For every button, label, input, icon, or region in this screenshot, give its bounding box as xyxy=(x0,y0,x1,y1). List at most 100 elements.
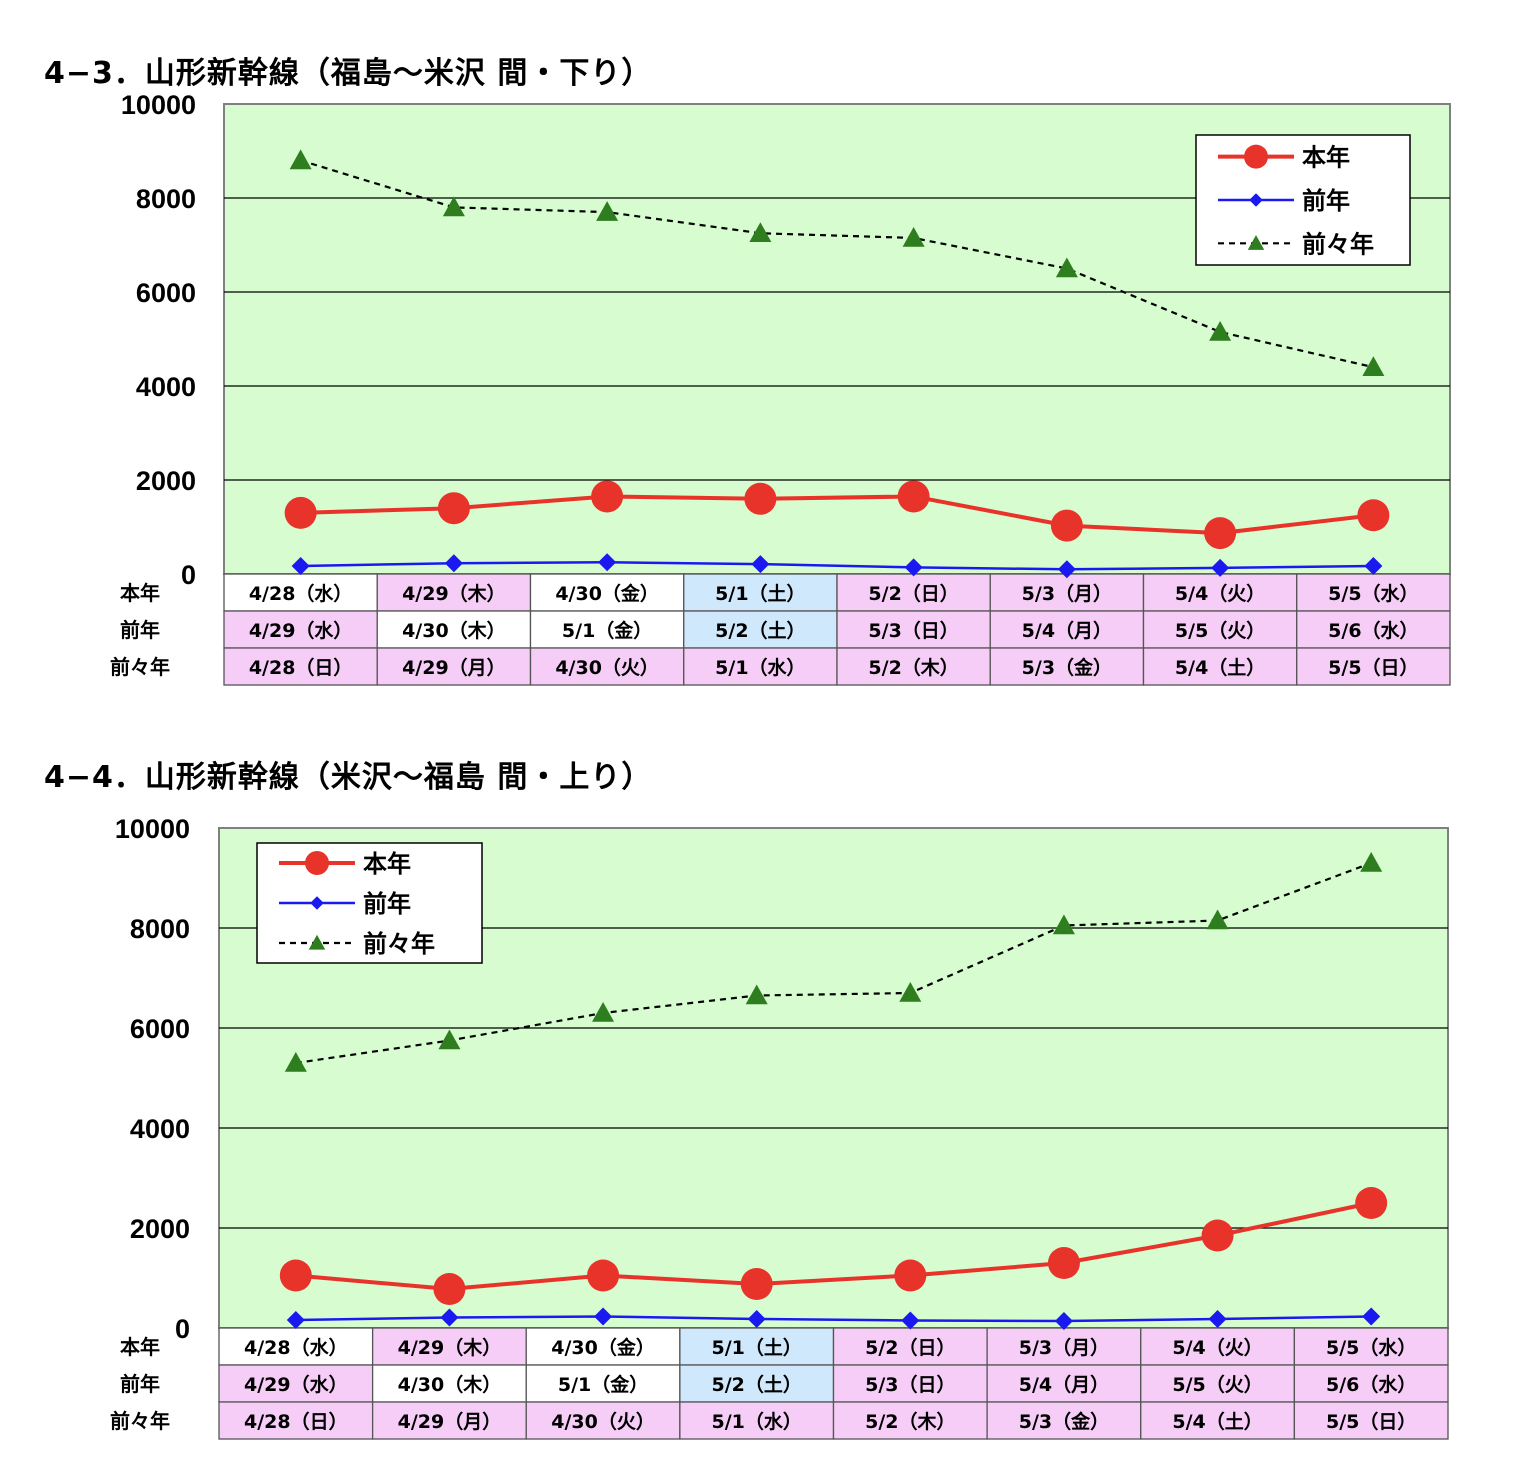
table-cell-text: 5/1（金） xyxy=(558,1373,648,1396)
y-tick-label: 2000 xyxy=(136,466,196,496)
point-last-year xyxy=(291,557,310,576)
series-line xyxy=(295,861,1372,1065)
point-two-years-ago xyxy=(1360,852,1383,872)
point-last-year xyxy=(310,896,324,910)
series-line xyxy=(300,560,1374,571)
legend-label: 本年 xyxy=(363,850,411,878)
table-cell xyxy=(679,1364,835,1403)
series-line xyxy=(300,494,1374,536)
table-cell-text: 4/30（金） xyxy=(551,1336,655,1359)
y-tick-label: 4000 xyxy=(130,1114,190,1144)
table-cell-text: 4/29（月） xyxy=(398,1410,502,1433)
chart-1: 4−3．山形新幹線（福島〜米沢 間・下り） 10000 8000 6000 4000 2… xyxy=(0,0,1523,700)
table-cell-text: 5/3（金） xyxy=(1022,656,1112,679)
series-line xyxy=(300,159,1374,369)
y-tick-label: 10000 xyxy=(115,814,190,844)
table-cell-text: 4/30（木） xyxy=(398,1373,502,1396)
table-cell-text: 5/4（土） xyxy=(1175,656,1265,679)
table-cell-text: 5/2（日） xyxy=(865,1336,955,1359)
table-cell-text: 5/3（日） xyxy=(868,619,958,642)
table-cell xyxy=(371,1364,527,1403)
point-last-year xyxy=(594,1307,613,1326)
table-cell xyxy=(1293,1327,1449,1366)
table-cell-text: 5/2（日） xyxy=(868,582,958,605)
table-cell xyxy=(1142,647,1298,686)
point-this-year xyxy=(1357,499,1390,532)
legend-label: 前々年 xyxy=(363,930,435,958)
table-cell-text: 5/3（日） xyxy=(865,1373,955,1396)
point-this-year xyxy=(279,1259,312,1292)
point-last-year xyxy=(286,1311,305,1329)
table-cell xyxy=(683,647,838,686)
table-cell xyxy=(832,1364,988,1403)
table-cell xyxy=(989,610,1145,649)
point-last-year xyxy=(901,1311,920,1330)
point-this-year xyxy=(305,851,329,875)
table-cell xyxy=(1142,610,1298,649)
table-row-label: 前々年 xyxy=(110,655,170,679)
table-cell xyxy=(683,610,838,649)
point-last-year xyxy=(440,1308,459,1327)
point-two-years-ago xyxy=(1055,257,1078,278)
point-this-year xyxy=(1244,144,1268,169)
point-two-years-ago xyxy=(1209,320,1232,341)
point-this-year xyxy=(1355,1187,1388,1219)
point-last-year xyxy=(1249,193,1263,207)
table-cell xyxy=(1293,1364,1449,1403)
table-cell xyxy=(525,1327,681,1366)
point-this-year xyxy=(437,492,470,525)
point-this-year xyxy=(591,480,624,513)
y-tick-label: 8000 xyxy=(136,184,196,214)
point-two-years-ago xyxy=(442,196,465,217)
legend-label: 本年 xyxy=(1302,144,1350,172)
chart-2-svg: 10000 8000 6000 4000 2000 0 本年 4/28（水） 4/29（木） 4/… xyxy=(110,814,1449,1440)
table-cell xyxy=(371,1327,527,1366)
table-cell xyxy=(683,573,838,612)
point-this-year xyxy=(894,1259,927,1292)
table-row-label: 本年 xyxy=(120,1335,160,1359)
table-cell-text: 5/2（土） xyxy=(711,1373,801,1396)
table-cell xyxy=(1140,1401,1296,1440)
table-cell-text: 5/2（木） xyxy=(865,1410,955,1433)
table-cell-text: 4/29（水） xyxy=(244,1373,348,1396)
table-cell-text: 5/4（土） xyxy=(1172,1410,1262,1433)
table-cell-text: 4/28（日） xyxy=(249,656,353,679)
table-cell xyxy=(376,573,532,612)
point-last-year xyxy=(1057,560,1076,579)
y-tick-label: 6000 xyxy=(136,278,196,308)
table-cell xyxy=(371,1401,527,1440)
table-cell xyxy=(376,647,532,686)
table-cell-text: 4/29（木） xyxy=(402,582,506,605)
table-cell xyxy=(679,1401,835,1440)
table-cell-text: 5/5（日） xyxy=(1328,656,1418,679)
table-cell-text: 4/28（日） xyxy=(244,1410,348,1433)
y-tick-label: 4000 xyxy=(136,372,196,402)
table-cell-text: 5/1（金） xyxy=(562,619,652,642)
point-last-year xyxy=(904,558,923,577)
table-cell xyxy=(376,610,532,649)
point-two-years-ago xyxy=(1206,909,1229,930)
series-line xyxy=(295,1315,1372,1323)
table-row-label: 本年 xyxy=(120,581,160,605)
table-cell-text: 5/3（月） xyxy=(1022,582,1112,605)
point-two-years-ago xyxy=(284,1052,307,1072)
point-two-years-ago xyxy=(1052,914,1075,935)
chart-1-svg: 10000 8000 6000 4000 2000 0 本年 4/28（水） 4/29（木） 4/… xyxy=(110,90,1451,686)
point-two-years-ago xyxy=(438,1029,461,1050)
point-two-years-ago xyxy=(749,222,772,243)
point-this-year xyxy=(740,1268,773,1300)
table-cell xyxy=(1296,610,1451,649)
series-line xyxy=(295,1201,1372,1292)
point-this-year xyxy=(1047,1247,1080,1279)
table-cell-text: 5/4（火） xyxy=(1175,582,1265,605)
table-cell-text: 5/4（火） xyxy=(1172,1336,1262,1359)
table-cell xyxy=(1293,1401,1449,1440)
table-cell-text: 4/28（水） xyxy=(244,1336,348,1359)
y-tick-label: 8000 xyxy=(130,914,190,944)
y-tick-label: 10000 xyxy=(121,90,196,120)
point-two-years-ago xyxy=(902,226,925,247)
table-cell-text: 4/30（火） xyxy=(551,1410,655,1433)
point-this-year xyxy=(744,482,777,515)
table-cell xyxy=(989,647,1145,686)
point-two-years-ago xyxy=(289,149,312,170)
